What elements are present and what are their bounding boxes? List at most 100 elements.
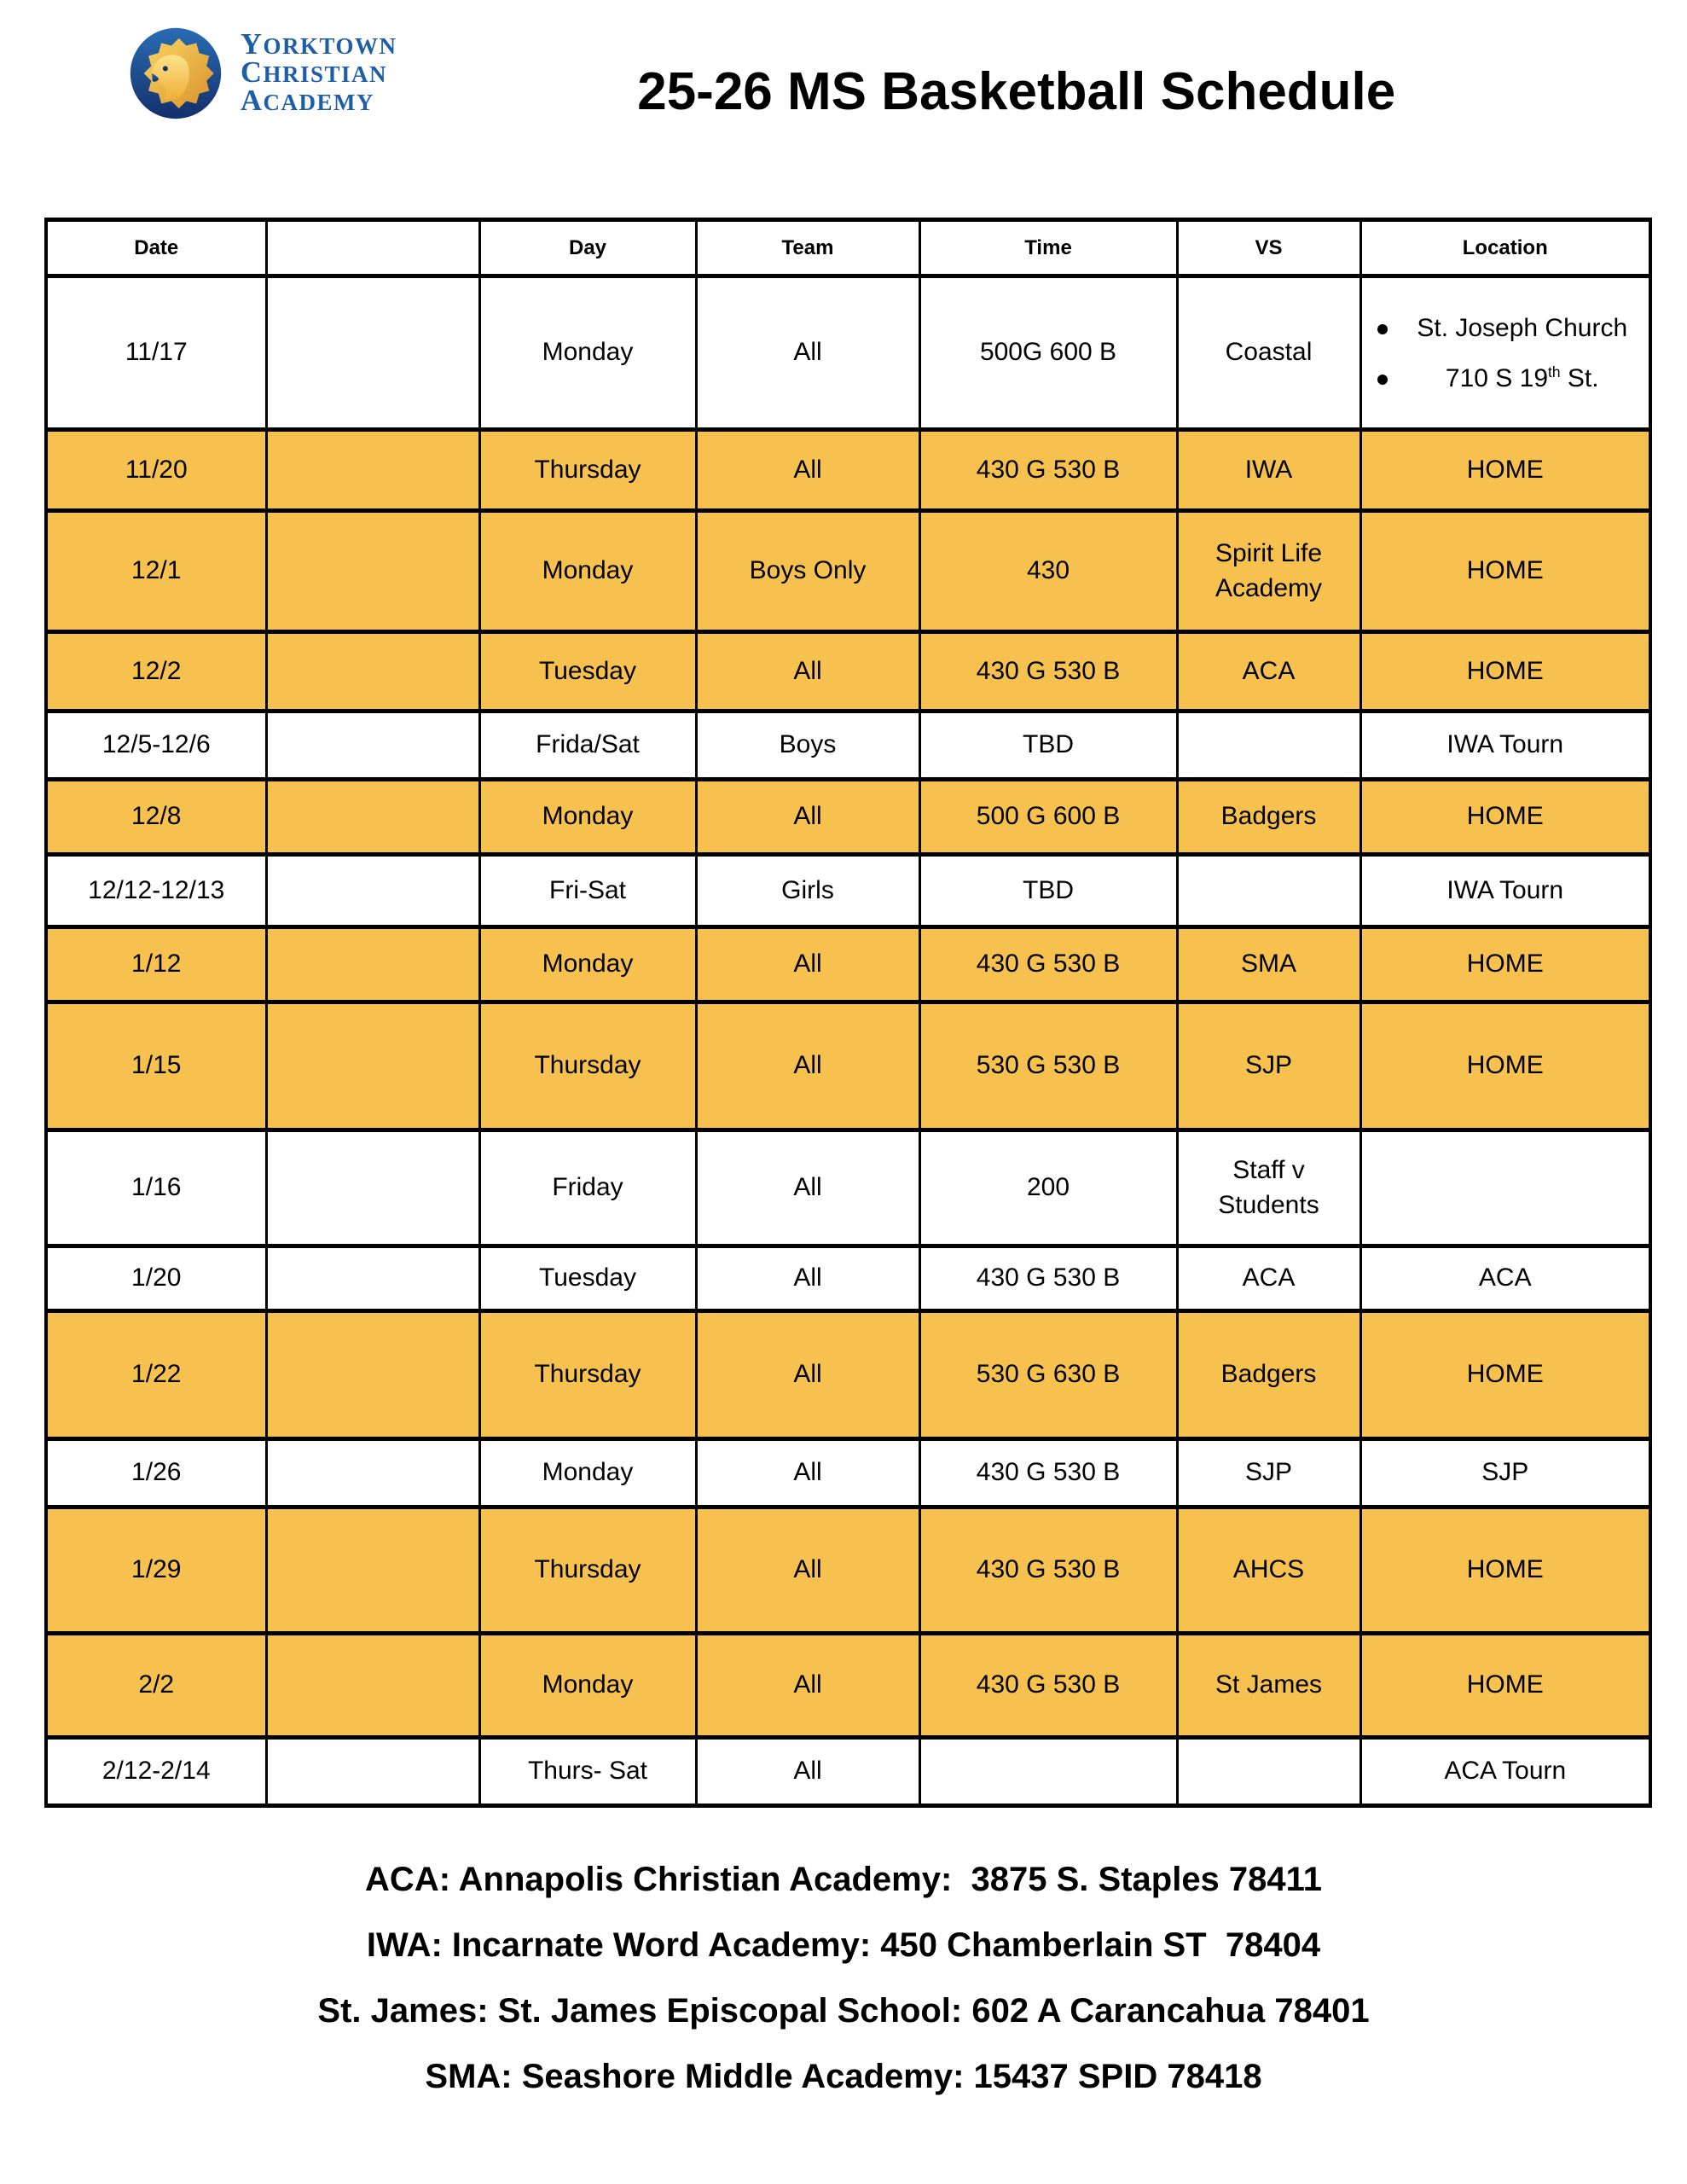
day-cell: Tuesday (478, 1244, 698, 1313)
schedule-table-body: 11/17 Monday All 500G 600 B Coastal St. Josep… (44, 274, 1652, 1808)
schedule-table-header: Date Day Team Time VS Location (44, 218, 1652, 278)
location-cell: SJP (1359, 1437, 1652, 1509)
team-cell: All (694, 630, 921, 713)
venue-key: ACA: Annapolis Christian Academy: 3875 S… (0, 1847, 1687, 2110)
spacer-cell (264, 1631, 481, 1740)
location-cell: HOME (1359, 1309, 1652, 1441)
time-cell: 430 G 530 B (918, 630, 1179, 713)
col-header-vs: VS (1175, 218, 1362, 278)
time-cell: 500 G 600 B (918, 777, 1179, 857)
time-cell: 430 G 530 B (918, 1505, 1179, 1635)
school-name-line1: Yorktown (241, 27, 397, 61)
time-cell: 430 G 530 B (918, 1437, 1179, 1509)
lion-crest-icon (130, 27, 222, 119)
location-cell: HOME (1359, 1631, 1652, 1740)
schedule-row: 2/12-2/14 Thurs- Sat All ACA Tourn (44, 1735, 1652, 1808)
spacer-cell (264, 777, 481, 857)
day-cell: Thursday (478, 1505, 698, 1635)
team-cell: All (694, 1128, 921, 1248)
time-cell: TBD (918, 852, 1179, 929)
date-cell: 11/20 (44, 427, 268, 513)
vs-cell: AHCS (1175, 1505, 1362, 1635)
schedule-row: 11/20 Thursday All 430 G 530 B IWA HOME (44, 427, 1652, 513)
spacer-cell (264, 709, 481, 781)
spacer-cell (264, 630, 481, 713)
venue-key-line-sma: SMA: Seashore Middle Academy: 15437 SPID… (425, 2058, 1262, 2095)
schedule-row: 12/12-12/13 Fri-Sat Girls TBD IWA Tourn (44, 852, 1652, 929)
col-header-date: Date (44, 218, 268, 278)
time-cell: 530 G 530 B (918, 1000, 1179, 1132)
schedule-table: Date Day Team Time VS Location 11/17 Monday All… (44, 218, 1652, 1808)
location-cell (1359, 1128, 1652, 1248)
date-cell: 1/26 (44, 1437, 268, 1509)
col-header-team: Team (694, 218, 921, 278)
date-cell: 12/2 (44, 630, 268, 713)
vs-cell: Spirit Life Academy (1175, 508, 1362, 634)
page-header: Yorktown Christian Academy 25-26 MS Bask… (0, 0, 1687, 218)
day-cell: Tuesday (478, 630, 698, 713)
location-cell: IWA Tourn (1359, 852, 1652, 929)
day-cell: Frida/Sat (478, 709, 698, 781)
location-cell: ACA Tourn (1359, 1735, 1652, 1808)
date-cell: 1/16 (44, 1128, 268, 1248)
day-cell: Monday (478, 508, 698, 634)
spacer-cell (264, 1437, 481, 1509)
spacer-cell (264, 1244, 481, 1313)
date-cell: 12/8 (44, 777, 268, 857)
col-header-location: Location (1359, 218, 1652, 278)
day-cell: Monday (478, 274, 698, 432)
date-cell: 1/20 (44, 1244, 268, 1313)
location-cell: IWA Tourn (1359, 709, 1652, 781)
team-cell: All (694, 274, 921, 432)
schedule-row: 1/20 Tuesday All 430 G 530 B ACA ACA (44, 1244, 1652, 1313)
location-cell: HOME (1359, 777, 1652, 857)
vs-cell: ACA (1175, 630, 1362, 713)
schedule-header-row: Date Day Team Time VS Location (44, 218, 1652, 278)
school-logo: Yorktown Christian Academy (128, 26, 397, 121)
school-name-line3: Academy (241, 84, 374, 117)
location-bullet-list: St. Joseph Church 710 S 19th St. (1367, 311, 1644, 395)
col-header-day: Day (478, 218, 698, 278)
location-cell: HOME (1359, 1000, 1652, 1132)
day-cell: Monday (478, 777, 698, 857)
time-cell: 430 G 530 B (918, 925, 1179, 1004)
date-cell: 12/1 (44, 508, 268, 634)
location-cell: HOME (1359, 427, 1652, 513)
date-cell: 1/22 (44, 1309, 268, 1441)
team-cell: All (694, 1735, 921, 1808)
team-cell: All (694, 1244, 921, 1313)
schedule-row: 1/16 Friday All 200 Staff v Students (44, 1128, 1652, 1248)
team-cell: All (694, 777, 921, 857)
team-cell: All (694, 925, 921, 1004)
spacer-cell (264, 1000, 481, 1132)
vs-cell: St James (1175, 1631, 1362, 1740)
venue-key-line-stjames: St. James: St. James Episcopal School: 6… (317, 1992, 1370, 2030)
team-cell: All (694, 1437, 921, 1509)
venue-key-line-aca: ACA: Annapolis Christian Academy: 3875 S… (365, 1861, 1322, 1898)
time-cell: 430 G 530 B (918, 1631, 1179, 1740)
team-cell: Boys Only (694, 508, 921, 634)
vs-cell: Coastal (1175, 274, 1362, 432)
date-cell: 2/12-2/14 (44, 1735, 268, 1808)
schedule-row: 1/12 Monday All 430 G 530 B SMA HOME (44, 925, 1652, 1004)
team-cell: All (694, 1309, 921, 1441)
location-cell: HOME (1359, 1505, 1652, 1635)
schedule-row: 1/29 Thursday All 430 G 530 B AHCS HOME (44, 1505, 1652, 1635)
time-cell: 430 G 530 B (918, 1244, 1179, 1313)
schedule-row: 1/22 Thursday All 530 G 630 B Badgers HOME (44, 1309, 1652, 1441)
team-cell: All (694, 427, 921, 513)
location-cell: ACA (1359, 1244, 1652, 1313)
team-cell: Girls (694, 852, 921, 929)
spacer-cell (264, 427, 481, 513)
location-bullet-item: 710 S 19th St. (1374, 362, 1641, 395)
vs-cell (1175, 1735, 1362, 1808)
day-cell: Thurs- Sat (478, 1735, 698, 1808)
spacer-cell (264, 1735, 481, 1808)
schedule-row: 12/5-12/6 Frida/Sat Boys TBD IWA Tourn (44, 709, 1652, 781)
location-cell: St. Joseph Church 710 S 19th St. (1359, 274, 1652, 432)
day-cell: Fri-Sat (478, 852, 698, 929)
schedule-row: 1/26 Monday All 430 G 530 B SJP SJP (44, 1437, 1652, 1509)
time-cell: 430 G 530 B (918, 427, 1179, 513)
time-cell: TBD (918, 709, 1179, 781)
vs-cell: SJP (1175, 1000, 1362, 1132)
